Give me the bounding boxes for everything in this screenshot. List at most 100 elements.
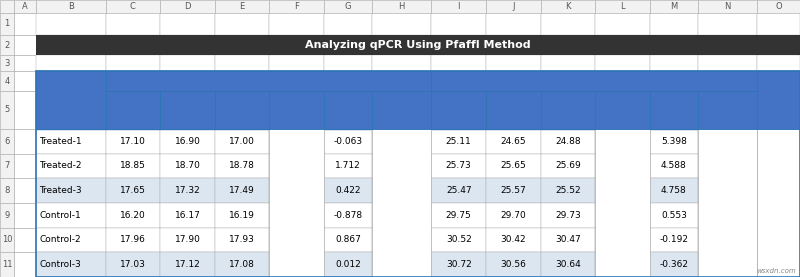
Bar xyxy=(215,154,270,178)
Text: F: F xyxy=(294,2,299,11)
Bar xyxy=(215,252,270,277)
Text: 30.47: 30.47 xyxy=(555,235,581,245)
Text: 3: 3 xyxy=(4,58,10,68)
Text: D: D xyxy=(184,2,190,11)
Bar xyxy=(595,178,650,203)
Bar xyxy=(431,203,486,228)
Bar xyxy=(431,13,486,35)
Text: -0.063: -0.063 xyxy=(334,137,362,146)
Bar xyxy=(0,129,14,154)
Text: 2: 2 xyxy=(4,40,10,50)
Text: ΔCt: ΔCt xyxy=(665,106,683,114)
Bar xyxy=(160,129,215,154)
Bar xyxy=(160,203,215,228)
Bar xyxy=(270,13,324,35)
Text: ΔCt: ΔCt xyxy=(339,106,357,114)
Text: 29.73: 29.73 xyxy=(555,211,581,220)
Text: L: L xyxy=(620,2,625,11)
Text: Ct-2: Ct-2 xyxy=(503,106,524,114)
Bar xyxy=(215,91,270,129)
Bar xyxy=(215,228,270,252)
Bar xyxy=(486,13,541,35)
Bar xyxy=(698,178,758,203)
Text: 16.17: 16.17 xyxy=(174,211,201,220)
Text: wsxdn.com: wsxdn.com xyxy=(756,268,796,274)
Text: House Keeping Gene (HKG): House Keeping Gene (HKG) xyxy=(188,76,349,86)
Bar xyxy=(372,178,431,203)
Text: Control-2: Control-2 xyxy=(39,235,81,245)
Bar xyxy=(372,252,431,277)
Bar xyxy=(758,71,800,129)
Text: 24.65: 24.65 xyxy=(501,137,526,146)
Text: 25.47: 25.47 xyxy=(446,186,471,195)
Bar xyxy=(36,35,800,55)
Bar xyxy=(595,13,650,35)
Bar xyxy=(36,55,106,71)
Text: 30.72: 30.72 xyxy=(446,260,472,269)
Text: Analyzing qPCR Using Pfaffl Method: Analyzing qPCR Using Pfaffl Method xyxy=(305,40,531,50)
Text: Avg.
Control: Avg. Control xyxy=(278,100,315,120)
Bar xyxy=(14,55,36,71)
Bar xyxy=(324,178,372,203)
Text: Gene of Interest (GOI): Gene of Interest (GOI) xyxy=(530,76,659,86)
Bar xyxy=(0,178,14,203)
Text: SL. No.: SL. No. xyxy=(51,95,90,105)
Bar xyxy=(36,71,800,277)
Bar xyxy=(595,228,650,252)
Bar xyxy=(160,252,215,277)
Bar xyxy=(106,178,160,203)
Text: Ratio: Ratio xyxy=(764,95,793,105)
Bar xyxy=(14,0,36,13)
Bar xyxy=(758,13,800,35)
Bar xyxy=(698,55,758,71)
Bar xyxy=(215,203,270,228)
Bar xyxy=(36,203,106,228)
Bar xyxy=(0,252,14,277)
Text: 17.65: 17.65 xyxy=(120,186,146,195)
Text: 29.75: 29.75 xyxy=(446,211,472,220)
Bar xyxy=(431,252,486,277)
Bar xyxy=(324,252,372,277)
Text: Ct-2: Ct-2 xyxy=(177,106,198,114)
Text: N: N xyxy=(724,2,730,11)
Bar xyxy=(270,0,324,13)
Bar xyxy=(758,228,800,252)
Text: -0.878: -0.878 xyxy=(334,211,362,220)
Text: 30.56: 30.56 xyxy=(501,260,526,269)
Text: 9: 9 xyxy=(4,211,10,220)
Text: 1.93: 1.93 xyxy=(769,199,789,207)
Bar xyxy=(758,203,800,228)
Text: 11: 11 xyxy=(2,260,12,269)
Text: 25.65: 25.65 xyxy=(501,161,526,171)
Bar xyxy=(0,91,14,129)
Text: 8: 8 xyxy=(4,186,10,195)
Bar xyxy=(14,178,36,203)
Bar xyxy=(324,55,372,71)
Text: 17.063: 17.063 xyxy=(281,199,313,207)
Text: 6: 6 xyxy=(4,137,10,146)
Bar xyxy=(595,129,650,277)
Bar xyxy=(36,71,106,129)
Bar xyxy=(541,203,595,228)
Bar xyxy=(270,252,324,277)
Bar xyxy=(650,129,698,154)
Bar xyxy=(0,203,14,228)
Bar xyxy=(650,178,698,203)
Bar xyxy=(0,154,14,178)
Bar xyxy=(758,129,800,154)
Text: 0.553: 0.553 xyxy=(661,211,686,220)
Bar xyxy=(106,252,160,277)
Text: 4: 4 xyxy=(4,76,10,86)
Bar xyxy=(541,55,595,71)
Bar xyxy=(698,13,758,35)
Bar xyxy=(758,0,800,13)
Bar xyxy=(650,154,698,178)
Bar xyxy=(0,55,14,71)
Bar xyxy=(324,228,372,252)
Bar xyxy=(372,203,431,228)
Bar xyxy=(650,91,698,129)
Bar xyxy=(595,129,650,154)
Bar xyxy=(698,0,758,13)
Bar xyxy=(270,154,324,178)
Text: Ct-1: Ct-1 xyxy=(448,106,470,114)
